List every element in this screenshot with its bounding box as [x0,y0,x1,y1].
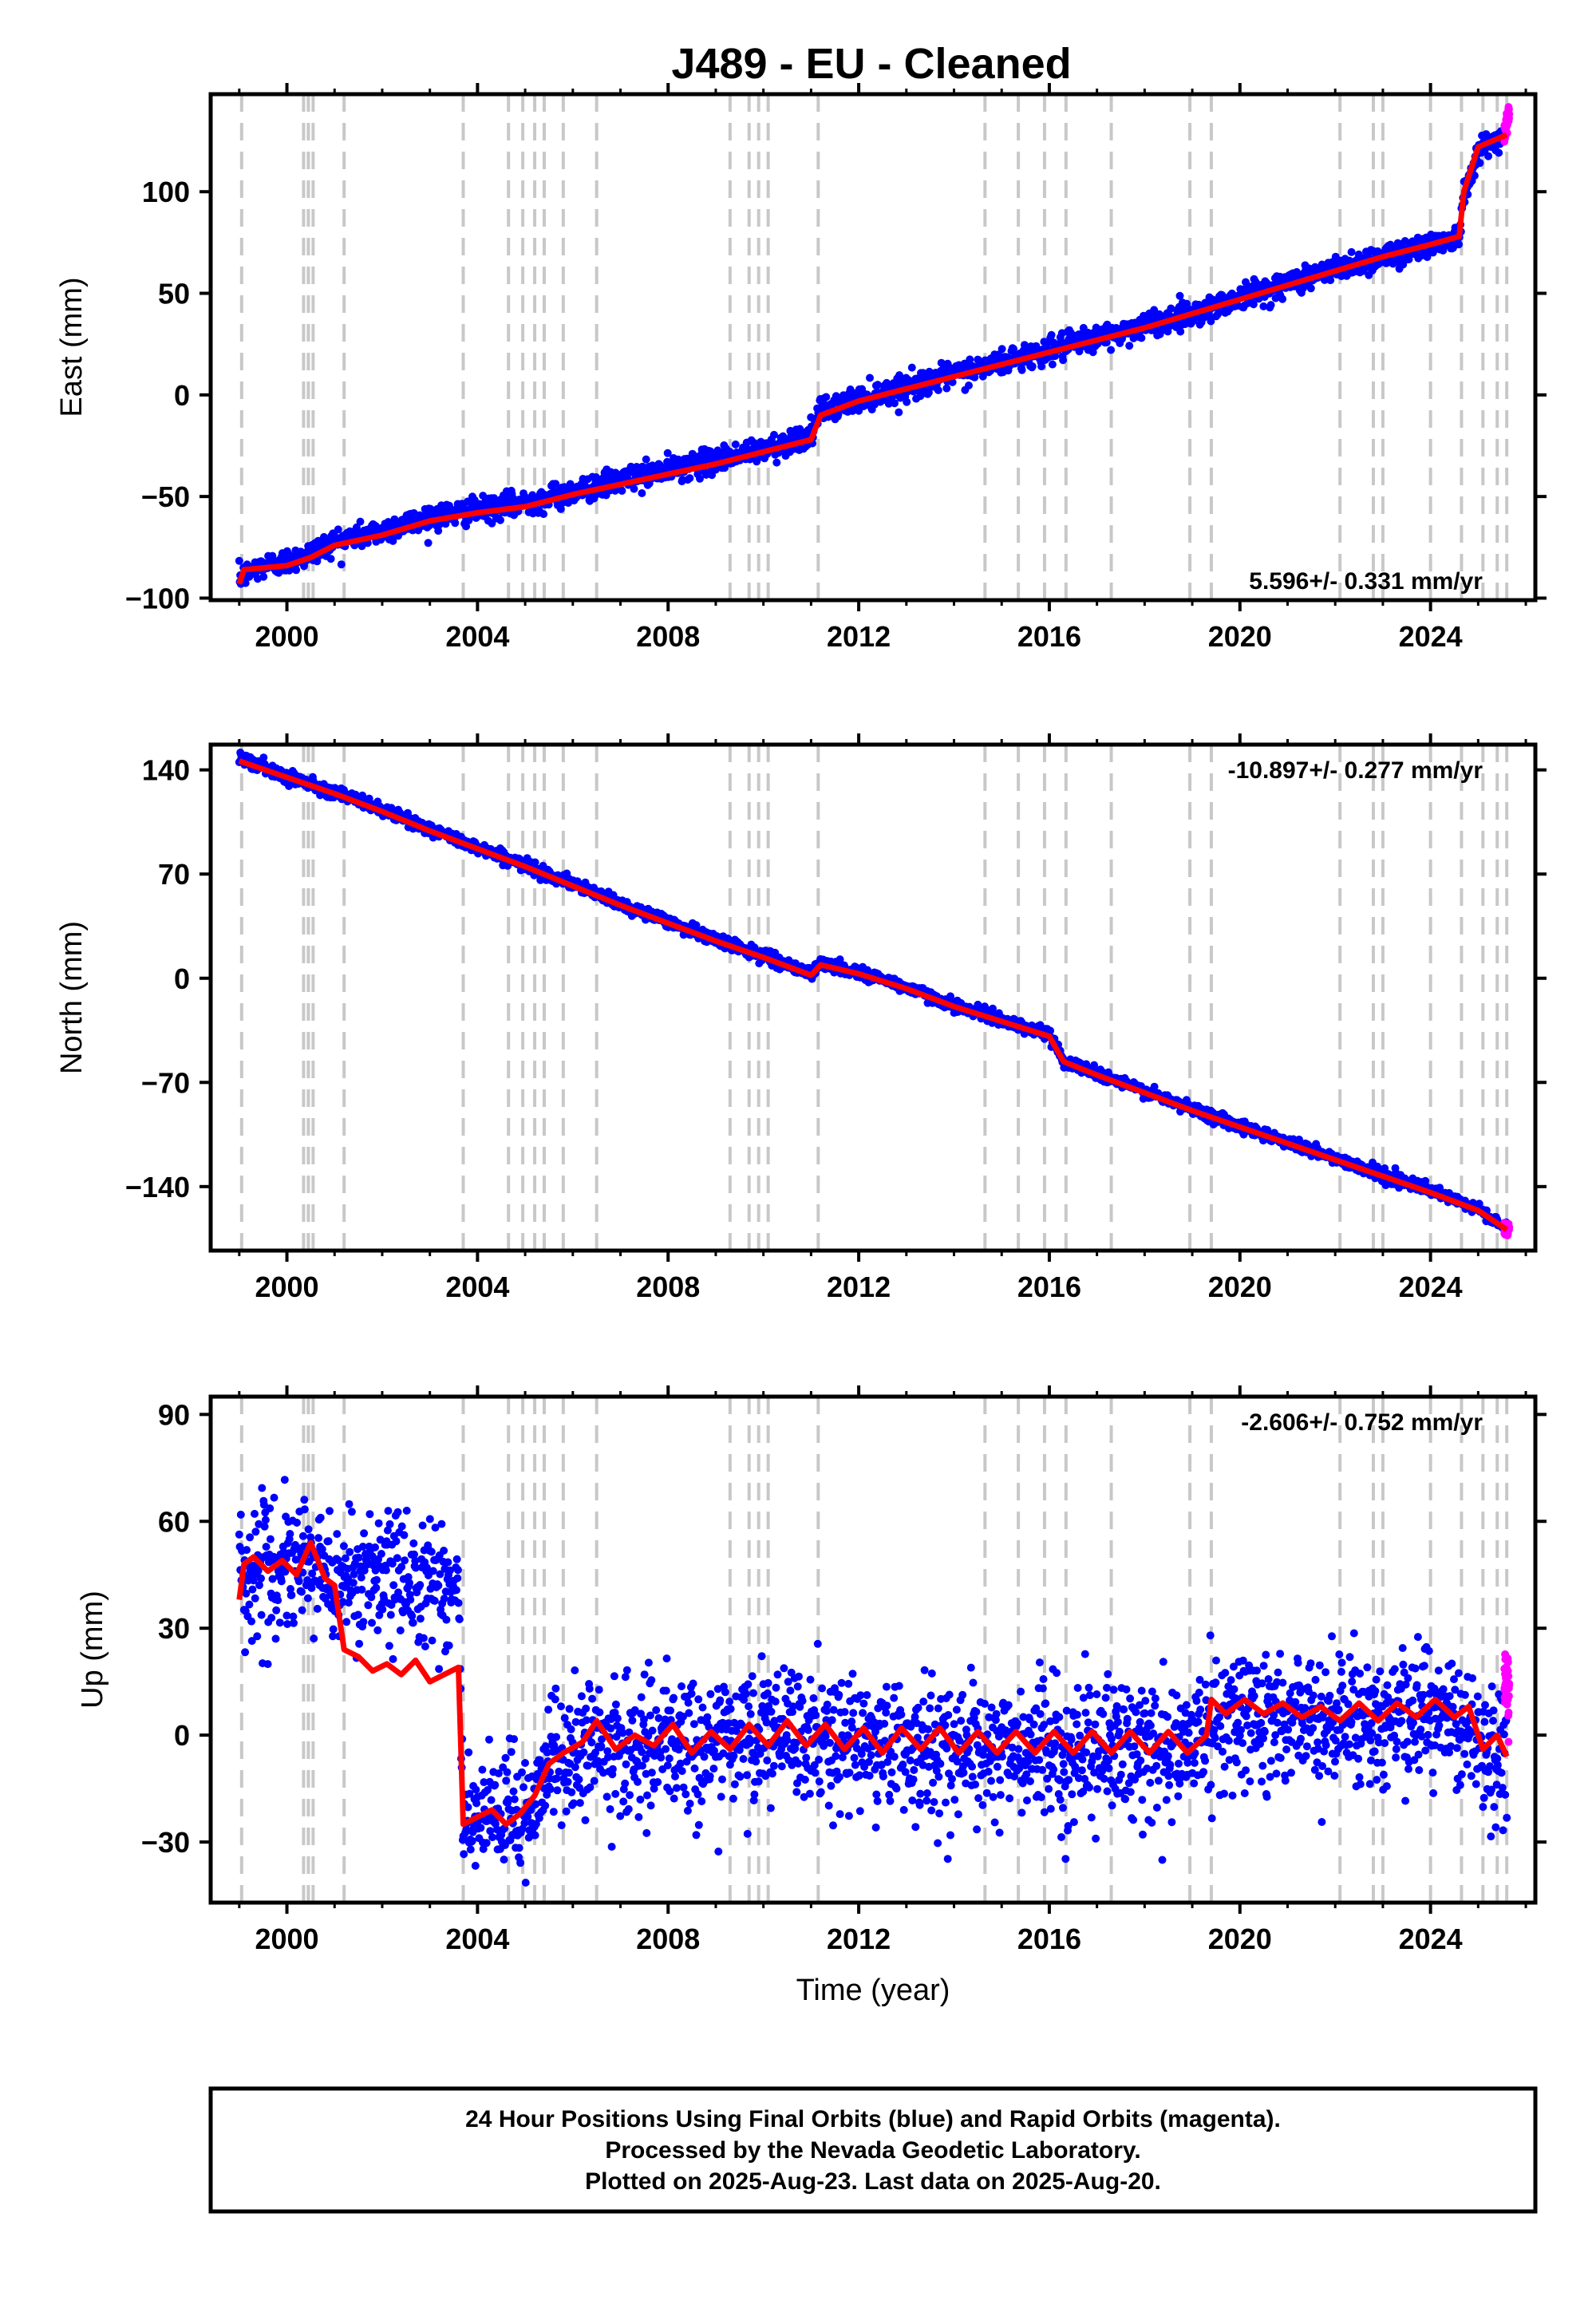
final-orbit-point [1455,240,1464,249]
final-orbit-point [873,381,882,389]
final-orbit-point [1326,276,1335,285]
final-orbit-point [895,408,903,417]
final-orbit-point [934,385,942,394]
final-orbit-point [259,753,268,762]
rapid-orbit-point [1505,110,1514,118]
final-orbit-point [1295,1135,1303,1144]
final-orbit-point [978,372,987,381]
final-orbit-point [884,399,893,408]
final-orbit-point [998,345,1006,354]
final-orbit-point [907,363,916,372]
final-orbit-point [1259,302,1268,310]
final-orbit-point [903,397,911,406]
final-orbit-point [337,560,346,569]
final-orbit-point [389,536,397,545]
final-orbit-point [1017,366,1026,374]
panels: 2000 2004 2008 2012 2016 2020 2024 −100 −50 0 50 10… [55,83,1547,2007]
final-orbit-point [731,440,740,449]
final-orbit-point [1207,317,1215,326]
final-orbit-point [866,373,874,382]
x-tick-label: 2000 [255,620,318,653]
panel-north: 2000 2004 2008 2012 2016 2020 2024−140−7007014… [55,733,1547,1303]
final-orbit-point [424,539,433,547]
final-orbit-point [326,555,335,563]
final-orbit-point [1306,284,1315,293]
final-orbit-point [942,384,951,393]
final-orbit-point [1028,362,1037,370]
x-tick-label: 2004 [445,620,509,653]
final-orbit-point [1278,294,1287,303]
final-orbit-point [1175,291,1184,300]
x-tick-label: 2024 [1399,620,1463,653]
final-orbit-point [496,516,504,524]
final-orbit-point [1249,300,1258,309]
final-orbit-point [1176,327,1185,336]
final-orbit-point [1047,330,1056,339]
final-orbit-point [772,458,781,467]
chart-title: J489 - EU - Cleaned [671,40,1071,88]
panel-east: 2000 2004 2008 2012 2016 2020 2024 −100 −50 0 50 10… [55,83,1547,653]
final-orbit-point [642,455,650,464]
final-orbit-point [259,572,268,581]
x-tick-label: 2020 [1208,620,1272,653]
final-orbit-point [965,381,973,389]
final-orbit-point [1495,148,1503,157]
final-orbit-point [638,489,646,497]
final-orbit-point [630,484,638,493]
final-orbit-point [531,858,539,867]
final-orbit-point [1470,172,1479,180]
y-tick-label: 100 [142,176,190,208]
final-orbit-point [822,393,831,401]
final-orbit-point [241,579,250,587]
final-orbit-point [1347,247,1356,256]
final-orbit-point [551,480,560,488]
data-points [235,103,1514,588]
final-orbit-point [1059,356,1068,365]
final-orbit-point [618,487,626,495]
final-orbit-point [1107,346,1116,354]
model-line [236,132,1508,585]
final-orbit-point [692,921,701,930]
final-orbit-point [1266,301,1275,310]
final-orbit-point [1048,360,1057,369]
final-orbit-point [891,399,899,408]
final-orbit-point [1137,334,1146,342]
final-orbit-point [1037,362,1046,371]
y-tick-label: 50 [158,278,190,310]
final-orbit-point [1381,1164,1389,1172]
plot-frame [208,92,1538,603]
final-orbit-point [451,519,460,528]
final-orbit-point [696,474,704,483]
data-points [235,749,1514,1239]
rate-annotation: 5.596+/- 0.331 mm/yr [1249,568,1483,595]
final-orbit-point [1046,1026,1055,1035]
y-axis-label: East (mm) [55,277,89,417]
final-orbit-point [356,517,365,526]
x-tick-label: 2012 [827,620,891,653]
final-orbit-point [1125,342,1134,350]
final-orbit-point [1476,159,1484,168]
final-orbit-point [663,449,672,457]
event-lines [239,745,1509,1251]
final-orbit-point [1009,345,1018,354]
final-orbit-point [434,527,443,536]
y-tick-label: −50 [141,480,190,513]
final-orbit-point [685,474,694,483]
final-orbit-point [770,430,778,439]
final-orbit-point [235,556,243,565]
y-tick-label: −100 [125,582,190,615]
final-orbit-point [539,510,548,519]
final-orbit-point [556,504,565,513]
final-orbit-point [1167,304,1175,313]
final-orbit-point [334,525,342,534]
final-orbit-point [1484,152,1493,160]
x-tick-label: 2008 [636,620,700,653]
final-orbit-point [292,566,301,575]
x-tick-label: 2016 [1017,620,1081,653]
final-orbit-point [268,551,277,560]
final-orbit-point [966,355,974,364]
y-tick-label: 0 [174,379,190,412]
